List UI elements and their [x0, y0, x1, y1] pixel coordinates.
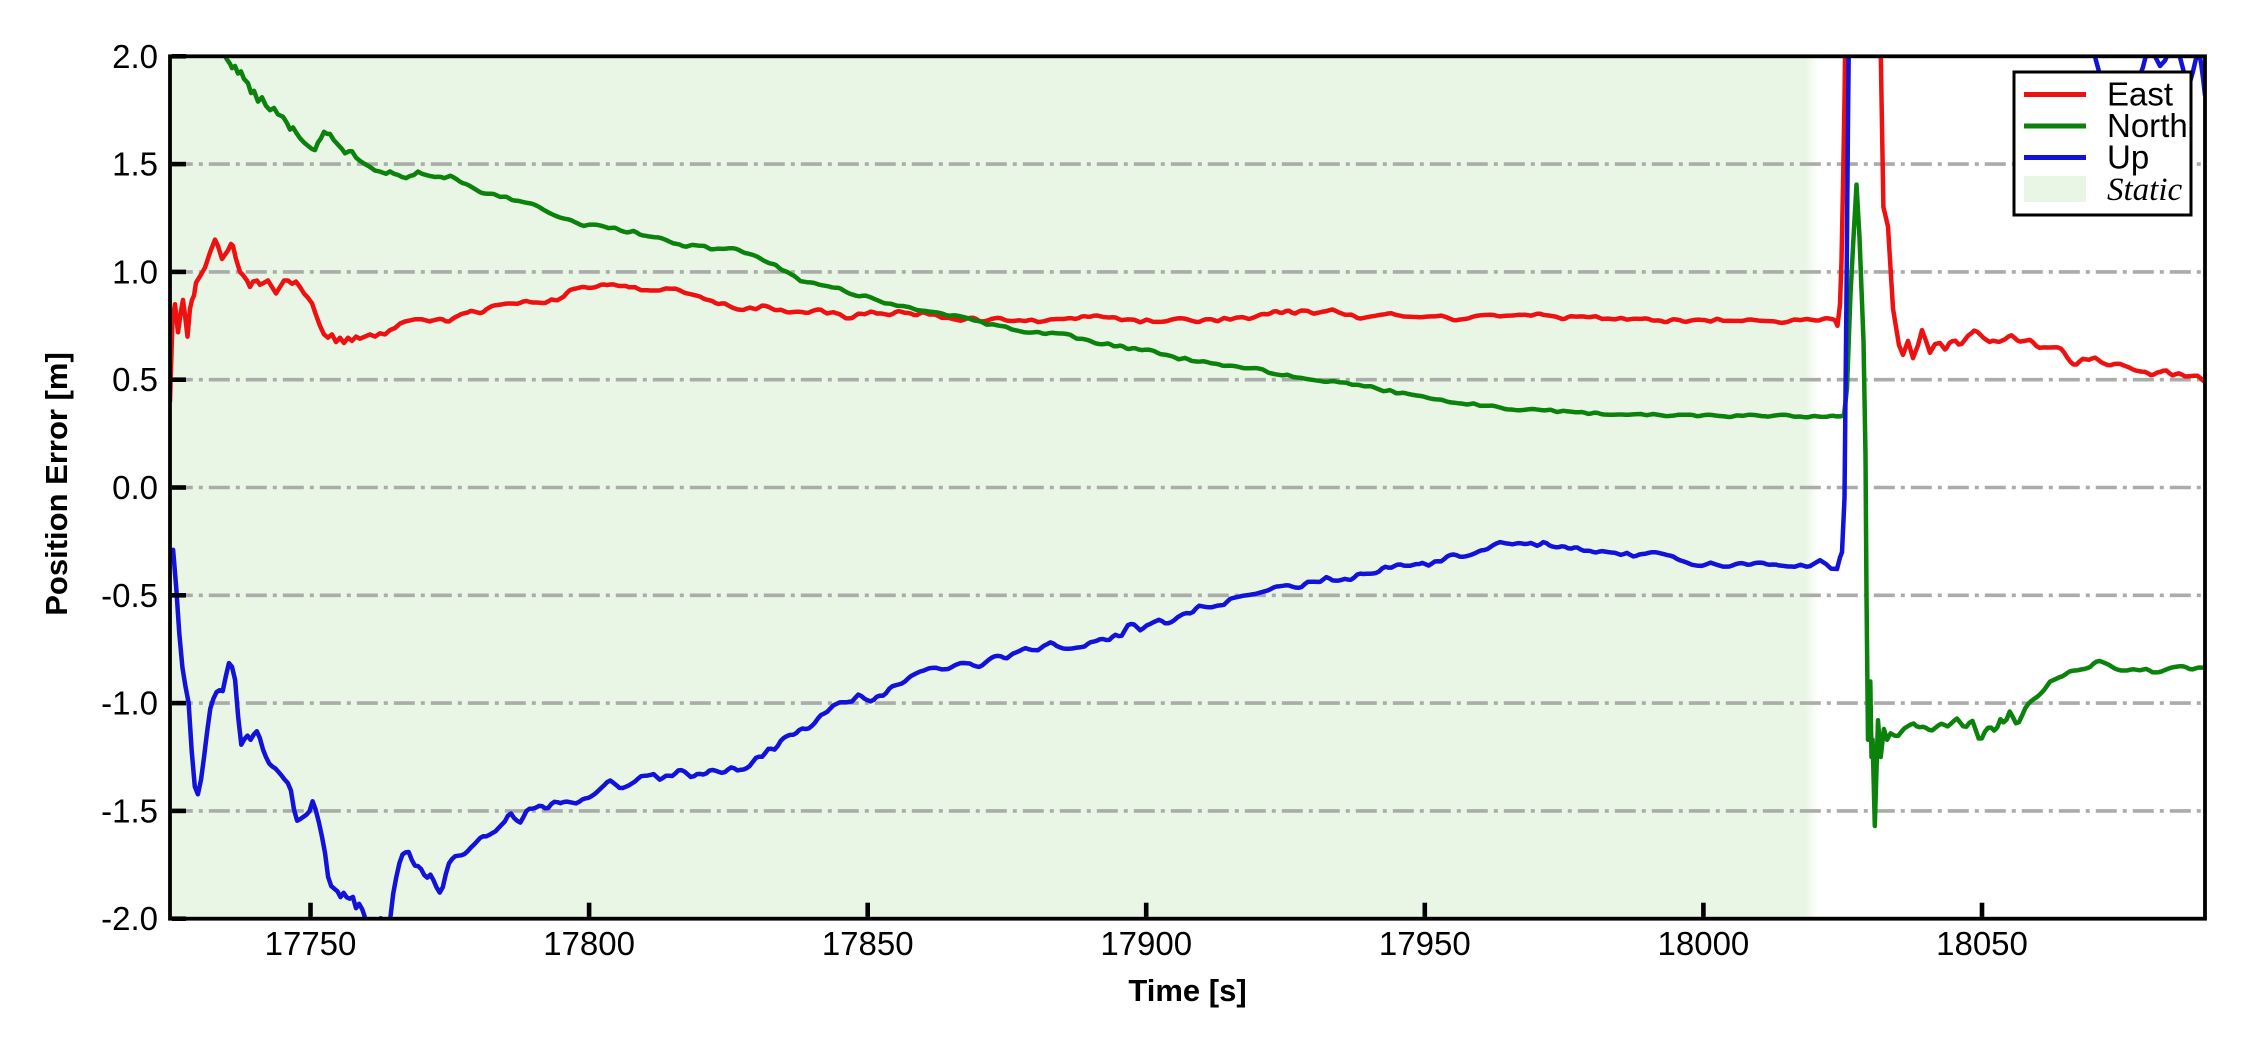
svg-text:1.0: 1.0 [112, 253, 158, 290]
svg-text:2.0: 2.0 [112, 38, 158, 75]
svg-text:0.0: 0.0 [112, 469, 158, 506]
svg-text:17950: 17950 [1379, 925, 1471, 962]
svg-text:-1.5: -1.5 [101, 792, 158, 829]
svg-text:Position Error [m]: Position Error [m] [39, 352, 74, 616]
svg-text:0.5: 0.5 [112, 361, 158, 398]
svg-text:Static: Static [2107, 172, 2183, 208]
svg-text:North: North [2107, 107, 2188, 144]
svg-text:18050: 18050 [1936, 925, 2028, 962]
svg-text:East: East [2107, 76, 2173, 113]
svg-text:-0.5: -0.5 [101, 577, 158, 614]
svg-text:1.5: 1.5 [112, 146, 158, 183]
svg-text:17750: 17750 [265, 925, 357, 962]
svg-text:-1.0: -1.0 [101, 685, 158, 722]
svg-text:-2.0: -2.0 [101, 900, 158, 937]
svg-text:Up: Up [2107, 139, 2149, 176]
svg-text:17800: 17800 [543, 925, 635, 962]
svg-text:Time [s]: Time [s] [1128, 973, 1246, 1008]
svg-text:17850: 17850 [822, 925, 914, 962]
svg-text:17900: 17900 [1100, 925, 1192, 962]
svg-text:18000: 18000 [1658, 925, 1750, 962]
